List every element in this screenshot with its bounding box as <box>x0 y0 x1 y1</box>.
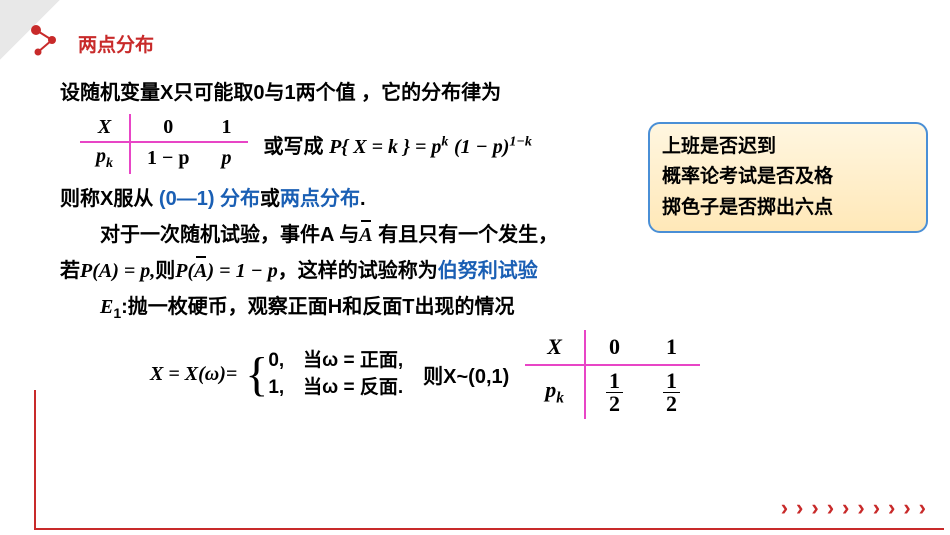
t2-v1: 12 <box>643 365 700 419</box>
formula-1: 或写成 P{ X = k } = pk (1 − p)1−k <box>264 130 532 159</box>
t2-c0: 0 <box>585 330 643 365</box>
t2-pk: pk <box>525 365 585 419</box>
case-2: 1, 当ω = 反面. <box>268 375 403 402</box>
t1-pk: pk <box>80 142 130 174</box>
example-row: X = X(ω)= { 0, 当ω = 正面, 1, 当ω = 反面. 则X~(… <box>150 330 930 419</box>
t2-X: X <box>525 330 585 365</box>
t1-c0: 0 <box>130 114 206 142</box>
case-1: 0, 当ω = 正面, <box>268 348 403 375</box>
t1-c1: 1 <box>206 114 248 142</box>
t2-v0: 12 <box>585 365 643 419</box>
t1-v0: 1 − p <box>130 142 206 174</box>
dist-table-2: X 0 1 pk 12 12 <box>525 330 700 419</box>
axis-horizontal <box>34 528 944 530</box>
then-text: 则X~(0,1) <box>423 360 509 389</box>
callout-l1: 上班是否迟到 <box>662 132 914 162</box>
cases-block: { 0, 当ω = 正面, 1, 当ω = 反面. <box>245 348 403 401</box>
intro-text: 设随机变量X只可能取0与1两个值 ，它的分布律为 <box>60 78 930 108</box>
example-label: E1:抛一枚硬币，观察正面H和反面T出现的情况 <box>100 292 930 324</box>
chevron-decor: ›››››››››› <box>781 495 934 521</box>
axis-vertical <box>34 390 36 530</box>
callout-l2: 概率论考试是否及格 <box>662 162 914 192</box>
t2-c1: 1 <box>643 330 700 365</box>
examples-callout: 上班是否迟到 概率论考试是否及格 掷色子是否掷出六点 <box>648 122 928 233</box>
dist-table-1: X 0 1 pk 1 − p p <box>80 114 248 174</box>
callout-l3: 掷色子是否掷出六点 <box>662 193 914 223</box>
t1-v1: p <box>206 142 248 174</box>
func-lhs: X = X(ω)= <box>150 363 237 386</box>
network-icon <box>28 22 68 62</box>
page-title: 两点分布 <box>78 30 154 57</box>
t1-X: X <box>80 114 130 142</box>
bernoulli-l2: 若P(A) = p,则P(A) = 1 − p，这样的试验称为伯努利试验 <box>60 256 930 286</box>
